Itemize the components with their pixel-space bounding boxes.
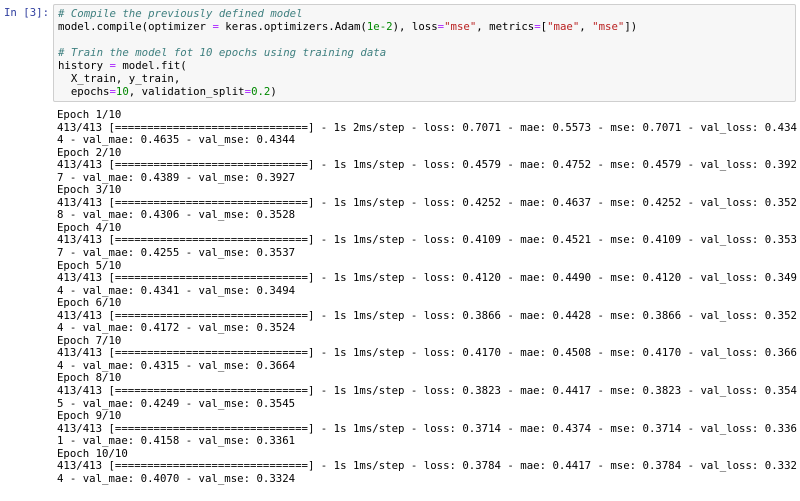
code-token: ]) — [624, 20, 638, 33]
training-log-line: 5 - val_mae: 0.4249 - val_mse: 0.3545 — [57, 396, 296, 410]
training-log-line: 4 - val_mae: 0.4315 - val_mse: 0.3664 — [57, 358, 296, 372]
code-token: = — [244, 85, 252, 98]
input-prompt: In [3]: — [4, 6, 50, 19]
code-token: , — [579, 20, 593, 33]
code-line: model.compile(optimizer = keras.optimize… — [58, 20, 795, 33]
code-token: model.compile(optimizer — [58, 20, 213, 33]
code-token: epochs — [58, 85, 110, 98]
code-token: , validation_split — [128, 85, 245, 98]
code-token: , metrics — [476, 20, 535, 33]
training-log-line: 8 - val_mae: 0.4306 - val_mse: 0.3528 — [57, 208, 296, 222]
code-token: "mse" — [444, 20, 477, 33]
code-line: # Compile the previously defined model — [58, 7, 795, 20]
epoch-header: Epoch 5/10 — [57, 258, 122, 272]
code-token: 0.2 — [251, 85, 271, 98]
code-token: 1e-2 — [366, 20, 393, 33]
code-token: X_train, y_train, — [58, 72, 181, 85]
code-token: model.fit( — [115, 59, 187, 72]
training-log-line: 7 - val_mae: 0.4255 - val_mse: 0.3537 — [57, 246, 296, 260]
training-log-line: 4 - val_mae: 0.4172 - val_mse: 0.3524 — [57, 321, 296, 335]
training-log-line: 413/413 [==============================]… — [57, 233, 797, 247]
epoch-header: Epoch 3/10 — [57, 183, 122, 197]
code-token: "mse" — [592, 20, 625, 33]
code-token: = — [534, 20, 541, 33]
code-token: history — [58, 59, 110, 72]
code-token: # Train the model fot 10 epochs using tr… — [58, 46, 387, 59]
training-log-line: 413/413 [==============================]… — [57, 346, 797, 360]
training-log-line: 413/413 [==============================]… — [57, 308, 797, 322]
training-log-line: 413/413 [==============================]… — [57, 421, 797, 435]
training-log-line: 4 - val_mae: 0.4341 - val_mse: 0.3494 — [57, 283, 296, 297]
epoch-header: Epoch 7/10 — [57, 333, 122, 347]
epoch-header: Epoch 2/10 — [57, 145, 122, 159]
code-token: = — [212, 20, 219, 33]
epoch-header: Epoch 9/10 — [57, 409, 122, 423]
code-line: history = model.fit( — [58, 59, 795, 72]
code-token: = — [109, 85, 116, 98]
code-line: epochs=10, validation_split=0.2) — [58, 85, 795, 98]
training-log-line: 7 - val_mae: 0.4389 - val_mse: 0.3927 — [57, 170, 296, 184]
epoch-header: Epoch 1/10 — [57, 108, 122, 121]
epoch-header: Epoch 8/10 — [57, 371, 122, 385]
training-log-line: 4 - val_mae: 0.4635 - val_mse: 0.4344 — [57, 133, 296, 147]
code-token: ), loss — [392, 20, 438, 33]
cell-output: Epoch 1/10 413/413 [=====================… — [57, 108, 797, 485]
training-log-line: 413/413 [==============================]… — [57, 195, 797, 209]
training-log-line: 413/413 [==============================]… — [57, 271, 797, 285]
training-log-line: 1 - val_mae: 0.4158 - val_mse: 0.3361 — [57, 434, 296, 448]
code-token: ) — [270, 85, 277, 98]
training-log-line: 413/413 [==============================]… — [57, 158, 797, 172]
training-log-line: 413/413 [==============================]… — [57, 384, 797, 398]
code-token: "mae" — [547, 20, 580, 33]
code-line: X_train, y_train, — [58, 72, 795, 85]
epoch-header: Epoch 10/10 — [57, 446, 128, 460]
code-token: 10 — [115, 85, 129, 98]
code-token: = — [437, 20, 445, 33]
code-token: keras.optimizers.Adam( — [218, 20, 367, 33]
epoch-header: Epoch 4/10 — [57, 220, 122, 234]
code-line — [58, 33, 795, 46]
epoch-header: Epoch 6/10 — [57, 296, 122, 310]
training-log-line: 4 - val_mae: 0.4070 - val_mse: 0.3324 — [57, 471, 296, 485]
code-token: = — [109, 59, 116, 72]
code-token: # Compile the previously defined model — [58, 7, 303, 20]
code-editor[interactable]: # Compile the previously defined model mo… — [53, 4, 796, 102]
training-log-line: 413/413 [==============================]… — [57, 120, 797, 134]
training-log-line: 413/413 [==============================]… — [57, 459, 797, 473]
code-line: # Train the model fot 10 epochs using tr… — [58, 46, 795, 59]
code-token: [ — [540, 20, 548, 33]
